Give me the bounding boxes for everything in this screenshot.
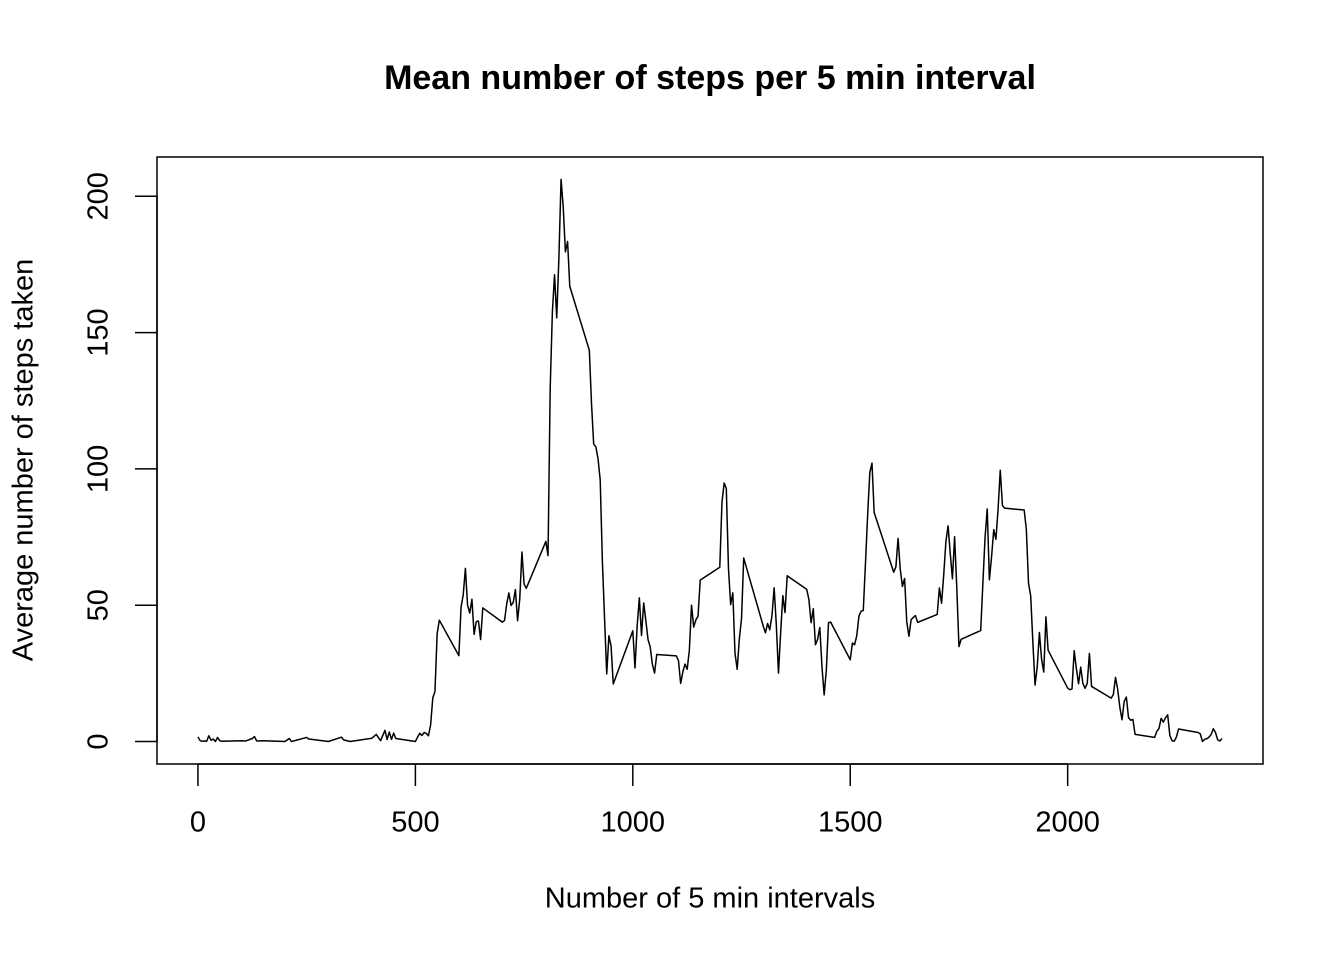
y-tick-label: 100 — [83, 445, 115, 493]
x-tick-label: 2000 — [1035, 807, 1100, 839]
y-tick-label: 0 — [83, 733, 115, 749]
y-tick-label: 200 — [83, 172, 115, 220]
chart-title: Mean number of steps per 5 min interval — [384, 59, 1036, 97]
x-tick-label: 500 — [391, 807, 439, 839]
x-tick-label: 0 — [190, 807, 206, 839]
y-tick-label: 50 — [83, 589, 115, 621]
y-axis-label: Average number of steps taken — [8, 259, 40, 662]
data-line — [197, 178, 1223, 743]
x-tick-label: 1000 — [601, 807, 666, 839]
x-axis-label: Number of 5 min intervals — [545, 883, 875, 915]
plot-box — [156, 156, 1264, 765]
x-tick-label: 1500 — [818, 807, 883, 839]
y-tick-label: 150 — [83, 308, 115, 356]
